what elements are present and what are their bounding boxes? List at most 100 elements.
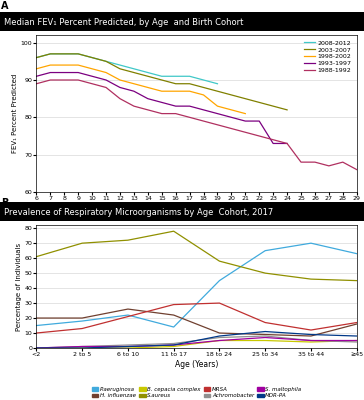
2003-2007 [90,55,94,60]
1998-2002 [48,63,52,68]
1988-1992 [48,78,52,82]
S. maltophila [217,338,222,343]
1988-1992 [355,167,359,172]
H. influenzae [309,334,313,338]
2008-2012 [146,70,150,75]
H. influenzae [80,316,84,320]
MRSA [126,314,130,319]
Text: Median FEV₁ Percent Predicted, by Age  and Birth Cohort: Median FEV₁ Percent Predicted, by Age an… [4,18,243,27]
Line: 2003-2007: 2003-2007 [36,54,287,110]
1988-1992 [201,119,206,124]
P.aeruginosa [126,313,130,318]
2003-2007 [104,59,108,64]
2003-2007 [34,55,39,60]
1993-1997 [159,100,164,105]
1988-1992 [327,164,331,168]
B. cepacia complex [34,346,39,350]
2003-2007 [132,70,136,75]
1988-1992 [90,81,94,86]
2008-2012 [62,52,67,56]
1998-2002 [34,66,39,71]
1993-1997 [132,89,136,94]
2003-2007 [271,104,275,108]
1993-1997 [257,119,261,124]
Line: 2008-2012: 2008-2012 [36,54,217,84]
B. cepacia complex [217,338,222,343]
1998-2002 [187,89,192,94]
1998-2002 [215,104,219,108]
MDR-PA [355,334,359,338]
Achromobacter [80,344,84,349]
1998-2002 [229,108,234,112]
1988-1992 [257,134,261,138]
1993-1997 [104,78,108,82]
MRSA [217,301,222,306]
1998-2002 [76,63,80,68]
1998-2002 [104,70,108,75]
2008-2012 [174,74,178,79]
1988-1992 [243,130,248,135]
Achromobacter [34,346,39,350]
1988-1992 [313,160,317,164]
P.aeruginosa [263,248,268,253]
1993-1997 [174,104,178,108]
2008-2012 [34,55,39,60]
Line: 1993-1997: 1993-1997 [36,72,287,144]
2003-2007 [159,78,164,82]
Text: A: A [1,1,8,11]
2008-2012 [118,63,122,68]
1993-1997 [146,96,150,101]
S. maltophila [80,344,84,349]
S.aureus [80,241,84,246]
1988-1992 [271,137,275,142]
2008-2012 [215,81,219,86]
P.aeruginosa [355,251,359,256]
1998-2002 [146,85,150,90]
Line: H. influenzae: H. influenzae [36,309,357,336]
MRSA [263,320,268,325]
1993-1997 [76,70,80,75]
1988-1992 [146,108,150,112]
1993-1997 [229,115,234,120]
MDR-PA [126,344,130,349]
2003-2007 [229,92,234,97]
2008-2012 [48,52,52,56]
MRSA [171,302,176,307]
2003-2007 [118,66,122,71]
MDR-PA [34,346,39,350]
1998-2002 [201,92,206,97]
Line: Achromobacter: Achromobacter [36,336,357,348]
1993-1997 [34,74,39,79]
2008-2012 [132,66,136,71]
2008-2012 [90,55,94,60]
X-axis label: Age (Years): Age (Years) [175,204,218,213]
Achromobacter [263,334,268,338]
Line: 1988-1992: 1988-1992 [36,80,357,170]
1988-1992 [187,115,192,120]
MDR-PA [309,332,313,337]
2008-2012 [187,74,192,79]
Line: B. cepacia complex: B. cepacia complex [36,340,357,348]
S. maltophila [171,343,176,348]
2003-2007 [243,96,248,101]
MRSA [34,331,39,336]
B. cepacia complex [171,344,176,349]
2003-2007 [174,81,178,86]
H. influenzae [355,322,359,326]
Line: 1998-2002: 1998-2002 [36,65,245,114]
S.aureus [34,254,39,259]
1998-2002 [243,111,248,116]
1988-1992 [159,111,164,116]
S. maltophila [263,335,268,340]
2008-2012 [159,74,164,79]
2003-2007 [62,52,67,56]
MDR-PA [80,346,84,350]
B. cepacia complex [309,340,313,344]
S. maltophila [309,338,313,343]
2003-2007 [187,81,192,86]
Achromobacter [171,341,176,346]
Line: S. maltophila: S. maltophila [36,338,357,348]
Line: MRSA: MRSA [36,303,357,333]
X-axis label: Age (Years): Age (Years) [175,360,218,369]
1988-1992 [285,141,289,146]
